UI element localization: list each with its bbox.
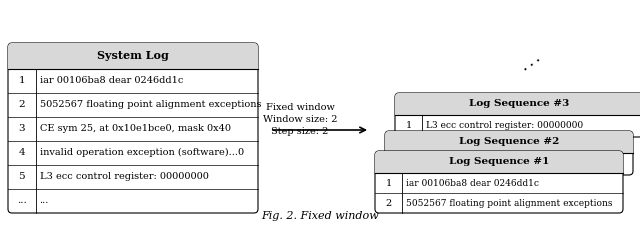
Text: 1: 1: [396, 160, 402, 169]
Text: CE sym 25, at 0x10e1bce0, mask 0x40: CE sym 25, at 0x10e1bce0, mask 0x40: [416, 160, 594, 169]
FancyBboxPatch shape: [385, 131, 633, 153]
Text: Log Sequence #2: Log Sequence #2: [459, 137, 559, 146]
Text: Fixed window: Fixed window: [266, 104, 335, 112]
FancyBboxPatch shape: [395, 93, 640, 115]
Text: iar 00106ba8 dear 0246dd1c: iar 00106ba8 dear 0246dd1c: [40, 76, 183, 85]
Text: Log Sequence #1: Log Sequence #1: [449, 158, 549, 166]
Text: 1: 1: [406, 122, 412, 130]
Text: 5052567 floating point alignment exceptions: 5052567 floating point alignment excepti…: [40, 100, 261, 109]
Text: 1: 1: [19, 76, 25, 85]
Text: 2: 2: [19, 100, 25, 109]
Text: Step size: 2: Step size: 2: [271, 128, 329, 137]
Text: 1: 1: [385, 178, 392, 187]
Text: L3 ecc control register: 00000000: L3 ecc control register: 00000000: [40, 172, 209, 181]
Bar: [395, 105, 640, 115]
Text: CE sym 25, at 0x10e1bce0, mask 0x40: CE sym 25, at 0x10e1bce0, mask 0x40: [40, 124, 230, 133]
Bar: [385, 143, 633, 153]
Text: ...: ...: [40, 196, 49, 205]
Text: System Log: System Log: [97, 50, 169, 61]
FancyBboxPatch shape: [375, 151, 623, 213]
Text: Log Sequence #3: Log Sequence #3: [469, 99, 569, 108]
FancyBboxPatch shape: [385, 131, 633, 175]
Text: ...: ...: [17, 196, 27, 205]
Text: 3: 3: [19, 124, 25, 133]
Text: 5052567 floating point alignment exceptions: 5052567 floating point alignment excepti…: [406, 198, 612, 207]
Bar: [8, 57, 258, 68]
FancyBboxPatch shape: [8, 43, 258, 213]
Text: 2: 2: [385, 198, 392, 207]
FancyBboxPatch shape: [8, 43, 258, 68]
FancyBboxPatch shape: [375, 151, 623, 173]
Text: 5: 5: [19, 172, 25, 181]
FancyBboxPatch shape: [395, 93, 640, 137]
Text: Fig. 2. Fixed window: Fig. 2. Fixed window: [261, 211, 379, 221]
Text: L3 ecc control register: 00000000: L3 ecc control register: 00000000: [426, 122, 584, 130]
Text: Window size: 2: Window size: 2: [263, 115, 337, 124]
Text: . . .: . . .: [520, 53, 543, 73]
Text: invalid operation exception (software)...0: invalid operation exception (software)..…: [40, 148, 244, 157]
Bar: [375, 163, 623, 173]
Text: iar 00106ba8 dear 0246dd1c: iar 00106ba8 dear 0246dd1c: [406, 178, 540, 187]
Text: 4: 4: [19, 148, 25, 157]
